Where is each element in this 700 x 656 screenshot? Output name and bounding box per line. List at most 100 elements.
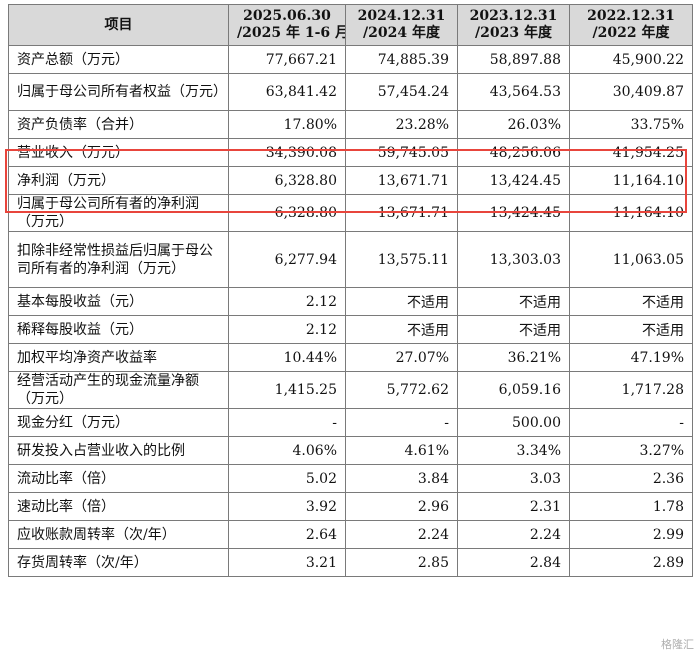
table-row: 经营活动产生的现金流量净额（万元） 1,415.25 5,772.62 6,059.1… bbox=[8, 371, 693, 409]
row-value: 34,390.08 bbox=[228, 138, 346, 167]
row-value: 13,671.71 bbox=[345, 194, 458, 232]
table-row: 资产负债率（合并） 17.80% 23.28% 26.03% 33.75% bbox=[8, 110, 693, 139]
row-value: 6,277.94 bbox=[228, 231, 346, 288]
row-value: 63,841.42 bbox=[228, 73, 346, 111]
row-value: 2.84 bbox=[457, 548, 570, 577]
table-row: 营业收入（万元） 34,390.08 59,745.05 48,256.06 41,95… bbox=[8, 138, 693, 167]
row-label: 应收账款周转率（次/年） bbox=[8, 520, 229, 549]
row-value: 23.28% bbox=[345, 110, 458, 139]
header-period-2025h1: 2025.06.30/2025 年 1-6 月 bbox=[228, 4, 346, 46]
row-value: - bbox=[228, 408, 346, 437]
row-label: 研发投入占营业收入的比例 bbox=[8, 436, 229, 465]
row-value: 2.24 bbox=[457, 520, 570, 549]
financial-indicators-table: 项目 2025.06.30/2025 年 1-6 月 2024.12.31/20… bbox=[8, 4, 693, 577]
table-row: 净利润（万元） 6,328.80 13,671.71 13,424.45 11,164.… bbox=[8, 166, 693, 195]
watermark: 格隆汇 bbox=[661, 638, 694, 651]
row-value: 2.31 bbox=[457, 492, 570, 521]
row-value: 59,745.05 bbox=[345, 138, 458, 167]
row-value: 2.12 bbox=[228, 287, 346, 316]
row-label: 营业收入（万元） bbox=[8, 138, 229, 167]
table-row: 应收账款周转率（次/年） 2.64 2.24 2.24 2.99 bbox=[8, 520, 693, 549]
row-value: 13,424.45 bbox=[457, 166, 570, 195]
table-row: 扣除非经常性损益后归属于母公司所有者的净利润（万元） 6,277.94 13,575… bbox=[8, 231, 693, 288]
row-value: 11,164.10 bbox=[569, 166, 693, 195]
row-value: 27.07% bbox=[345, 343, 458, 372]
row-value: 13,575.11 bbox=[345, 231, 458, 288]
row-value: 57,454.24 bbox=[345, 73, 458, 111]
row-value: 41,954.25 bbox=[569, 138, 693, 167]
row-value: 不适用 bbox=[345, 287, 458, 316]
row-label: 净利润（万元） bbox=[8, 166, 229, 195]
row-value: 2.85 bbox=[345, 548, 458, 577]
row-label: 归属于母公司所有者权益（万元） bbox=[8, 73, 229, 111]
row-value: 不适用 bbox=[457, 315, 570, 344]
header-item: 项目 bbox=[8, 4, 229, 46]
row-value: 500.00 bbox=[457, 408, 570, 437]
header-period-2024: 2024.12.31/2024 年度 bbox=[345, 4, 458, 46]
row-value: 13,424.45 bbox=[457, 194, 570, 232]
row-label: 经营活动产生的现金流量净额（万元） bbox=[8, 371, 229, 409]
row-value: 2.36 bbox=[569, 464, 693, 493]
row-value: 1,717.28 bbox=[569, 371, 693, 409]
row-value: 45,900.22 bbox=[569, 45, 693, 74]
row-value: 11,063.05 bbox=[569, 231, 693, 288]
row-label: 资产总额（万元） bbox=[8, 45, 229, 74]
header-period-2023: 2023.12.31/2023 年度 bbox=[457, 4, 570, 46]
header-row: 项目 2025.06.30/2025 年 1-6 月 2024.12.31/20… bbox=[8, 4, 693, 46]
row-label: 现金分红（万元） bbox=[8, 408, 229, 437]
row-value: 3.03 bbox=[457, 464, 570, 493]
table-row: 加权平均净资产收益率 10.44% 27.07% 36.21% 47.19% bbox=[8, 343, 693, 372]
row-label: 基本每股收益（元） bbox=[8, 287, 229, 316]
row-value: 26.03% bbox=[457, 110, 570, 139]
row-value: 2.89 bbox=[569, 548, 693, 577]
row-value: 47.19% bbox=[569, 343, 693, 372]
table-row: 稀释每股收益（元） 2.12 不适用 不适用 不适用 bbox=[8, 315, 693, 344]
row-label: 加权平均净资产收益率 bbox=[8, 343, 229, 372]
row-label: 稀释每股收益（元） bbox=[8, 315, 229, 344]
row-value: 13,671.71 bbox=[345, 166, 458, 195]
table-row: 现金分红（万元） - -500.00- bbox=[8, 408, 693, 437]
row-value: 6,328.80 bbox=[228, 194, 346, 232]
table-row: 归属于母公司所有者权益（万元） 63,841.42 57,454.24 43,564.… bbox=[8, 73, 693, 111]
row-value: 4.06% bbox=[228, 436, 346, 465]
row-value: 30,409.87 bbox=[569, 73, 693, 111]
row-value: 2.99 bbox=[569, 520, 693, 549]
row-value: 13,303.03 bbox=[457, 231, 570, 288]
table-row: 基本每股收益（元） 2.12 不适用 不适用 不适用 bbox=[8, 287, 693, 316]
row-value: 10.44% bbox=[228, 343, 346, 372]
row-label: 速动比率（倍） bbox=[8, 492, 229, 521]
table-row: 研发投入占营业收入的比例 4.06% 4.61% 3.34% 3.27% bbox=[8, 436, 693, 465]
table-row: 流动比率（倍） 5.02 3.84 3.03 2.36 bbox=[8, 464, 693, 493]
table-row: 归属于母公司所有者的净利润（万元） 6,328.80 13,671.71 13,424… bbox=[8, 194, 693, 232]
header-period-2022: 2022.12.31/2022 年度 bbox=[569, 4, 693, 46]
row-value: 6,059.16 bbox=[457, 371, 570, 409]
table-row: 存货周转率（次/年） 3.21 2.85 2.84 2.89 bbox=[8, 548, 693, 577]
row-label: 扣除非经常性损益后归属于母公司所有者的净利润（万元） bbox=[8, 231, 229, 288]
row-value: 1,415.25 bbox=[228, 371, 346, 409]
row-value: 77,667.21 bbox=[228, 45, 346, 74]
row-value: - bbox=[345, 408, 458, 437]
row-value: 不适用 bbox=[345, 315, 458, 344]
row-value: 2.24 bbox=[345, 520, 458, 549]
row-value: 74,885.39 bbox=[345, 45, 458, 74]
row-value: 不适用 bbox=[457, 287, 570, 316]
row-value: 3.27% bbox=[569, 436, 693, 465]
row-label: 归属于母公司所有者的净利润（万元） bbox=[8, 194, 229, 232]
row-label: 流动比率（倍） bbox=[8, 464, 229, 493]
table-row: 速动比率（倍） 3.92 2.96 2.31 1.78 bbox=[8, 492, 693, 521]
row-value: 6,328.80 bbox=[228, 166, 346, 195]
row-value: 2.96 bbox=[345, 492, 458, 521]
row-value: 不适用 bbox=[569, 315, 693, 344]
row-value: 2.12 bbox=[228, 315, 346, 344]
row-value: 3.34% bbox=[457, 436, 570, 465]
row-value: 3.84 bbox=[345, 464, 458, 493]
row-label: 资产负债率（合并） bbox=[8, 110, 229, 139]
row-value: 33.75% bbox=[569, 110, 693, 139]
row-value: 1.78 bbox=[569, 492, 693, 521]
row-value: 58,897.88 bbox=[457, 45, 570, 74]
row-value: 5,772.62 bbox=[345, 371, 458, 409]
row-value: - bbox=[569, 408, 693, 437]
row-label: 存货周转率（次/年） bbox=[8, 548, 229, 577]
row-value: 36.21% bbox=[457, 343, 570, 372]
row-value: 48,256.06 bbox=[457, 138, 570, 167]
